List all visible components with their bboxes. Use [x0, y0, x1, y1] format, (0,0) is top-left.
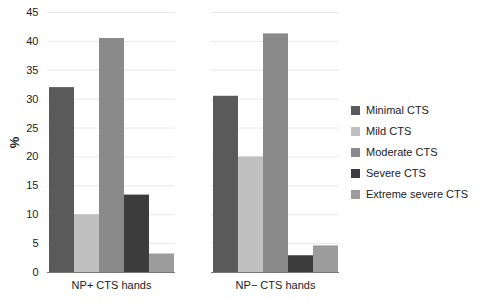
html-text:Extreme severe CTS: Extreme severe CTS	[366, 188, 469, 200]
svg-text:15: 15	[26, 179, 38, 191]
html-text:Severe CTS: Severe CTS	[366, 167, 426, 179]
html-text:Minimal CTS: Minimal CTS	[366, 104, 429, 116]
html-text:Mild CTS: Mild CTS	[366, 125, 412, 137]
svg-text:35: 35	[26, 64, 38, 76]
svg-text:25: 25	[26, 122, 38, 134]
svg-text:5: 5	[32, 237, 38, 249]
svg-text:%: %	[7, 136, 22, 148]
svg-text:45: 45	[26, 6, 38, 18]
svg-text:20: 20	[26, 150, 38, 162]
svg-text:30: 30	[26, 93, 38, 105]
html-text:Moderate CTS: Moderate CTS	[366, 146, 438, 158]
svg-text:NP+ CTS hands: NP+ CTS hands	[72, 279, 152, 291]
svg-text:0: 0	[32, 266, 38, 278]
svg-text:10: 10	[26, 208, 38, 220]
svg-text:NP− CTS hands: NP− CTS hands	[236, 279, 316, 291]
svg-text:40: 40	[26, 35, 38, 47]
